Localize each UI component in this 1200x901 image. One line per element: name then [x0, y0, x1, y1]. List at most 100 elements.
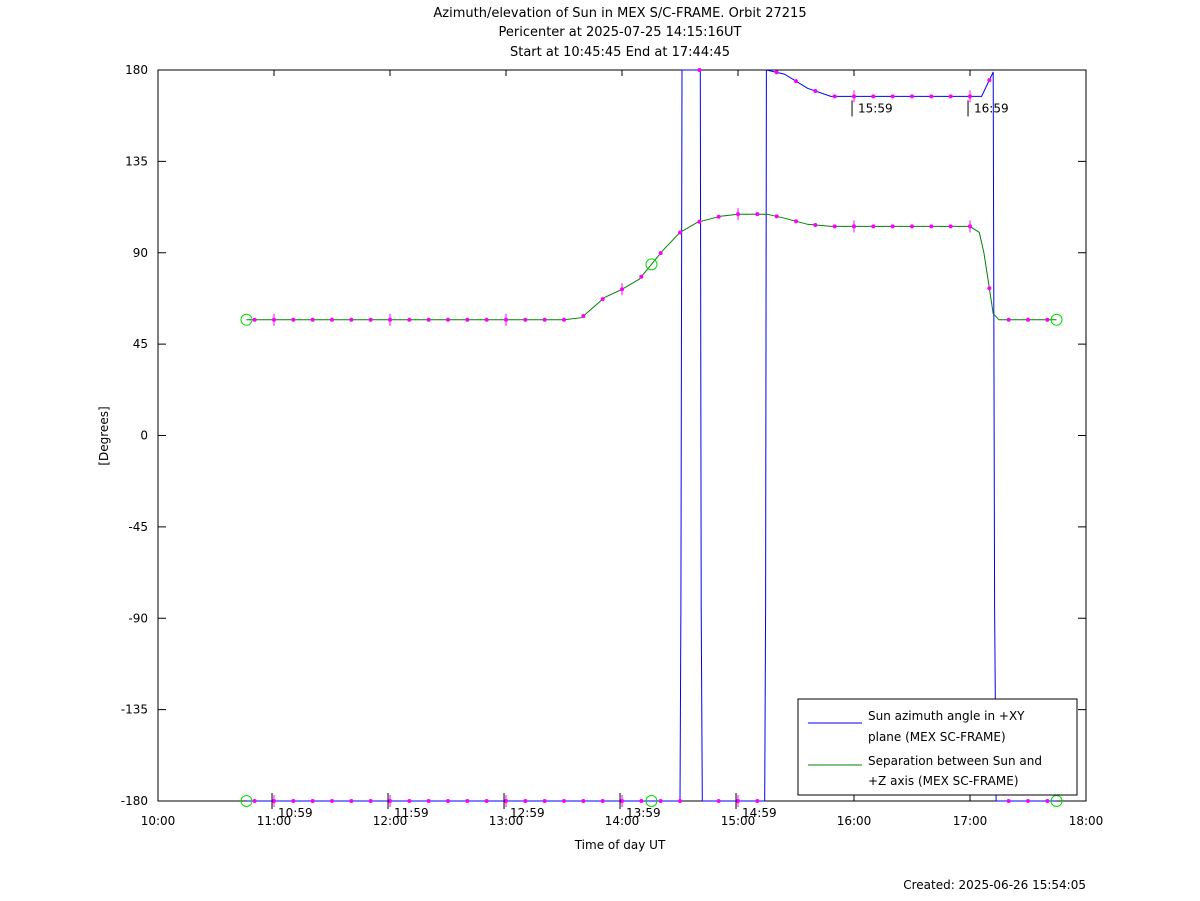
data-marker	[581, 314, 586, 319]
data-marker	[291, 799, 296, 803]
y-tick-label: -90	[128, 611, 148, 625]
x-tick-label: 11:00	[257, 814, 292, 828]
chart-title-line-2: Pericenter at 2025-07-25 14:15:16UT	[498, 25, 741, 40]
endpoint-marker	[240, 313, 253, 326]
x-tick-label: 12:00	[373, 814, 408, 828]
data-marker	[600, 799, 605, 803]
data-marker	[910, 224, 914, 229]
data-marker	[948, 94, 953, 99]
data-marker	[794, 219, 798, 224]
data-marker	[813, 88, 818, 93]
data-marker	[542, 317, 547, 322]
data-marker	[1045, 317, 1050, 322]
data-marker	[252, 799, 257, 803]
data-marker	[542, 799, 547, 803]
x-axis-label: Time of day UT	[574, 838, 666, 852]
data-marker	[697, 68, 702, 72]
data-marker	[794, 79, 798, 84]
data-marker	[639, 274, 644, 279]
data-marker	[929, 94, 934, 99]
azimuth-series-line	[246, 69, 1057, 802]
data-marker	[349, 317, 354, 322]
data-marker	[562, 317, 566, 322]
data-marker	[426, 799, 431, 803]
data-marker	[658, 251, 663, 256]
endpoint-marker	[1050, 313, 1063, 326]
data-marker	[291, 317, 296, 322]
data-marker	[987, 286, 992, 291]
y-tick-label: -180	[121, 794, 148, 808]
data-marker	[465, 799, 470, 803]
data-marker	[407, 317, 412, 322]
data-marker	[465, 317, 470, 322]
legend-label-azimuth-line-1: Sun azimuth angle in +XY	[868, 709, 1025, 723]
data-marker	[678, 230, 682, 235]
data-marker	[330, 799, 334, 803]
created-footer: Created: 2025-06-26 15:54:05	[903, 878, 1086, 892]
annotation-label: 10:59	[278, 806, 313, 820]
data-marker	[716, 214, 721, 219]
legend-label-separation-line-2: +Z axis (MEX SC-FRAME)	[868, 774, 1019, 788]
data-marker	[523, 317, 528, 322]
x-tick-label: 15:00	[721, 814, 756, 828]
data-marker	[1006, 799, 1011, 803]
data-marker	[1006, 317, 1011, 322]
x-tick-label: 18:00	[1069, 814, 1104, 828]
data-marker	[948, 224, 953, 229]
data-marker	[523, 799, 528, 803]
legend: Sun azimuth angle in +XY plane (MEX SC-F…	[797, 698, 1078, 796]
data-marker	[678, 799, 682, 803]
data-marker	[484, 317, 489, 322]
chart-title: Azimuth/elevation of Sun in MEX S/C-FRAM…	[433, 6, 806, 60]
y-tick-label: 0	[140, 429, 148, 443]
annotation-label: 16:59	[974, 101, 1009, 115]
data-marker	[658, 799, 663, 803]
data-marker	[871, 94, 876, 99]
data-marker	[426, 317, 431, 322]
y-tick-label: 135	[125, 154, 148, 168]
data-marker	[368, 799, 373, 803]
x-tick-label: 16:00	[837, 814, 872, 828]
endpoint-marker	[240, 795, 253, 807]
data-marker	[1026, 799, 1030, 803]
data-marker	[349, 799, 354, 803]
data-marker	[1026, 317, 1030, 322]
y-tick-label: -135	[121, 703, 148, 717]
data-marker	[330, 317, 334, 322]
annotation-label: 13:59	[626, 806, 661, 820]
annotation-label: 14:59	[742, 806, 777, 820]
plot-area	[157, 69, 1087, 802]
x-tick-label: 13:00	[489, 814, 524, 828]
y-tick-label: 45	[133, 337, 148, 351]
data-marker	[890, 94, 895, 99]
data-marker	[755, 212, 760, 217]
legend-label-azimuth-line-2: plane (MEX SC-FRAME)	[868, 730, 1006, 744]
y-tick-label: 90	[133, 246, 148, 260]
data-marker	[774, 70, 779, 75]
data-marker	[755, 799, 760, 803]
y-tick-label: 180	[125, 63, 148, 77]
annotation-label: 15:59	[858, 101, 893, 115]
x-tick-label: 10:00	[141, 814, 176, 828]
series-layer	[246, 69, 1057, 802]
data-marker	[987, 78, 992, 83]
data-marker	[310, 317, 315, 322]
pericenter-marker	[645, 258, 658, 271]
legend-box	[797, 698, 1078, 796]
data-marker	[832, 94, 837, 99]
y-tick-label: -45	[128, 520, 148, 534]
y-axis-label: [Degrees]	[97, 406, 111, 465]
data-marker	[446, 317, 450, 322]
annotation-label: 12:59	[510, 806, 545, 820]
data-marker	[581, 799, 586, 803]
pericenter-marker	[645, 795, 658, 807]
marker-layer	[240, 68, 1063, 807]
chart-title-line-1: Azimuth/elevation of Sun in MEX S/C-FRAM…	[433, 6, 806, 21]
data-marker	[929, 224, 934, 229]
data-marker	[716, 799, 721, 803]
data-marker	[446, 799, 450, 803]
x-tick-label: 17:00	[953, 814, 988, 828]
y-axis: -180 -135 -90 -45 0 45 90 135 180	[121, 63, 1086, 808]
chart-title-line-3: Start at 10:45:45 End at 17:44:45	[510, 45, 730, 60]
